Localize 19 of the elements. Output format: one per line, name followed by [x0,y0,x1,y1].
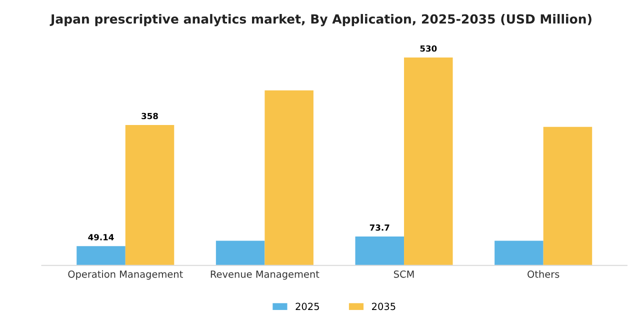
data-label: 358 [142,112,158,120]
data-label: 73.7 [370,224,390,231]
legend-label: 2025 [296,302,319,310]
bar [404,57,453,266]
bar [216,240,265,266]
data-label: 49.14 [88,234,114,240]
bar [494,240,544,266]
bar [125,124,174,266]
chart-title: Japan prescriptive analytics market, By Application, 2025-2035 (USD Million) [50,14,592,26]
x-tick-label: SCM [394,270,414,278]
x-tick-label: Revenue Management [210,270,320,280]
x-tick-label: Operation Management [68,270,183,280]
bar [264,90,314,266]
bar [543,126,592,266]
data-label: 530 [420,45,437,52]
bar [76,246,126,266]
legend-label: 2035 [372,302,396,310]
bar [355,236,404,266]
x-tick-label: Others [528,270,560,278]
